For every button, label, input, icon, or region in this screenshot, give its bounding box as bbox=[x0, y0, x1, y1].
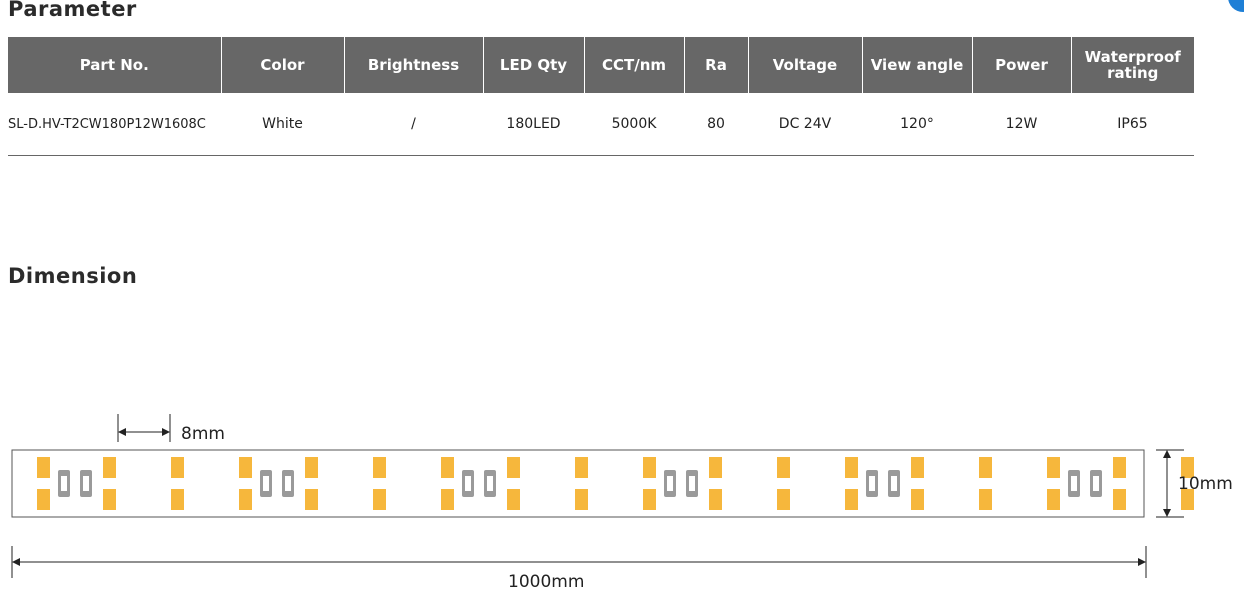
resistor-label-area bbox=[61, 476, 67, 491]
led-chip bbox=[239, 457, 252, 478]
parameter-title: Parameter bbox=[8, 0, 137, 21]
led-chip bbox=[305, 457, 318, 478]
header-view-angle: View angle bbox=[862, 37, 973, 93]
led-chip bbox=[777, 489, 790, 510]
led-chip bbox=[911, 457, 924, 478]
header-power: Power bbox=[972, 37, 1072, 93]
table-row: SL-D.HV-T2CW180P12W1608C White / 180LED … bbox=[8, 93, 1194, 156]
cell-brightness: / bbox=[344, 93, 483, 156]
cell-voltage: DC 24V bbox=[748, 93, 862, 156]
led-chip bbox=[1181, 457, 1194, 478]
cell-view-angle: 120° bbox=[862, 93, 972, 156]
led-chip bbox=[441, 457, 454, 478]
led-chip bbox=[643, 489, 656, 510]
resistor-label-area bbox=[1071, 476, 1077, 491]
resistor-label-area bbox=[869, 476, 875, 491]
cell-cct: 5000K bbox=[584, 93, 684, 156]
header-waterproof: Waterproof rating bbox=[1071, 37, 1194, 93]
led-chip bbox=[103, 457, 116, 478]
led-chip bbox=[507, 457, 520, 478]
led-chip bbox=[709, 457, 722, 478]
header-color: Color bbox=[221, 37, 345, 93]
led-chip bbox=[979, 457, 992, 478]
led-chip bbox=[507, 489, 520, 510]
led-chip bbox=[37, 489, 50, 510]
header-brightness: Brightness bbox=[344, 37, 484, 93]
parameter-table: Part No. Color Brightness LED Qty CCT/nm… bbox=[8, 37, 1194, 156]
led-chip bbox=[373, 457, 386, 478]
cell-color: White bbox=[221, 93, 344, 156]
resistor-label-area bbox=[891, 476, 897, 491]
header-voltage: Voltage bbox=[748, 37, 863, 93]
resistor-label-area bbox=[263, 476, 269, 491]
length-label: 1000mm bbox=[508, 572, 585, 592]
led-chip bbox=[37, 457, 50, 478]
led-chip bbox=[709, 489, 722, 510]
led-chip bbox=[441, 489, 454, 510]
resistor-label-area bbox=[487, 476, 493, 491]
led-chip bbox=[643, 457, 656, 478]
led-chip bbox=[239, 489, 252, 510]
cell-ra: 80 bbox=[684, 93, 748, 156]
led-chip bbox=[911, 489, 924, 510]
led-chip bbox=[1047, 489, 1060, 510]
pitch-label: 8mm bbox=[181, 424, 225, 444]
led-chip bbox=[171, 457, 184, 478]
table-header-row: Part No. Color Brightness LED Qty CCT/nm… bbox=[8, 37, 1194, 93]
led-chip bbox=[575, 457, 588, 478]
resistor-label-area bbox=[83, 476, 89, 491]
led-chip bbox=[777, 457, 790, 478]
led-chip bbox=[103, 489, 116, 510]
resistor-label-area bbox=[1093, 476, 1099, 491]
resistor-label-area bbox=[285, 476, 291, 491]
cell-waterproof: IP65 bbox=[1071, 93, 1194, 156]
led-chip bbox=[575, 489, 588, 510]
cell-part-no: SL-D.HV-T2CW180P12W1608C bbox=[8, 93, 221, 156]
dimension-drawing: 8mm 10mm 1000mm bbox=[0, 400, 1244, 607]
cell-power: 12W bbox=[972, 93, 1071, 156]
led-chip bbox=[845, 457, 858, 478]
resistor-label-area bbox=[689, 476, 695, 491]
header-part-no: Part No. bbox=[8, 37, 222, 93]
header-cct: CCT/nm bbox=[584, 37, 685, 93]
led-chip bbox=[1181, 489, 1194, 510]
led-chip bbox=[845, 489, 858, 510]
header-ra: Ra bbox=[684, 37, 749, 93]
led-chip bbox=[171, 489, 184, 510]
cell-led-qty: 180LED bbox=[483, 93, 584, 156]
strip-components bbox=[37, 457, 1194, 510]
led-chip bbox=[1113, 489, 1126, 510]
led-chip bbox=[1047, 457, 1060, 478]
header-led-qty: LED Qty bbox=[483, 37, 585, 93]
height-label: 10mm bbox=[1178, 474, 1233, 494]
strip-diagram bbox=[11, 414, 1194, 578]
led-chip bbox=[305, 489, 318, 510]
resistor-label-area bbox=[465, 476, 471, 491]
corner-badge bbox=[1228, 0, 1244, 12]
led-chip bbox=[979, 489, 992, 510]
dimension-title: Dimension bbox=[8, 264, 138, 288]
led-chip bbox=[373, 489, 386, 510]
resistor-label-area bbox=[667, 476, 673, 491]
led-chip bbox=[1113, 457, 1126, 478]
